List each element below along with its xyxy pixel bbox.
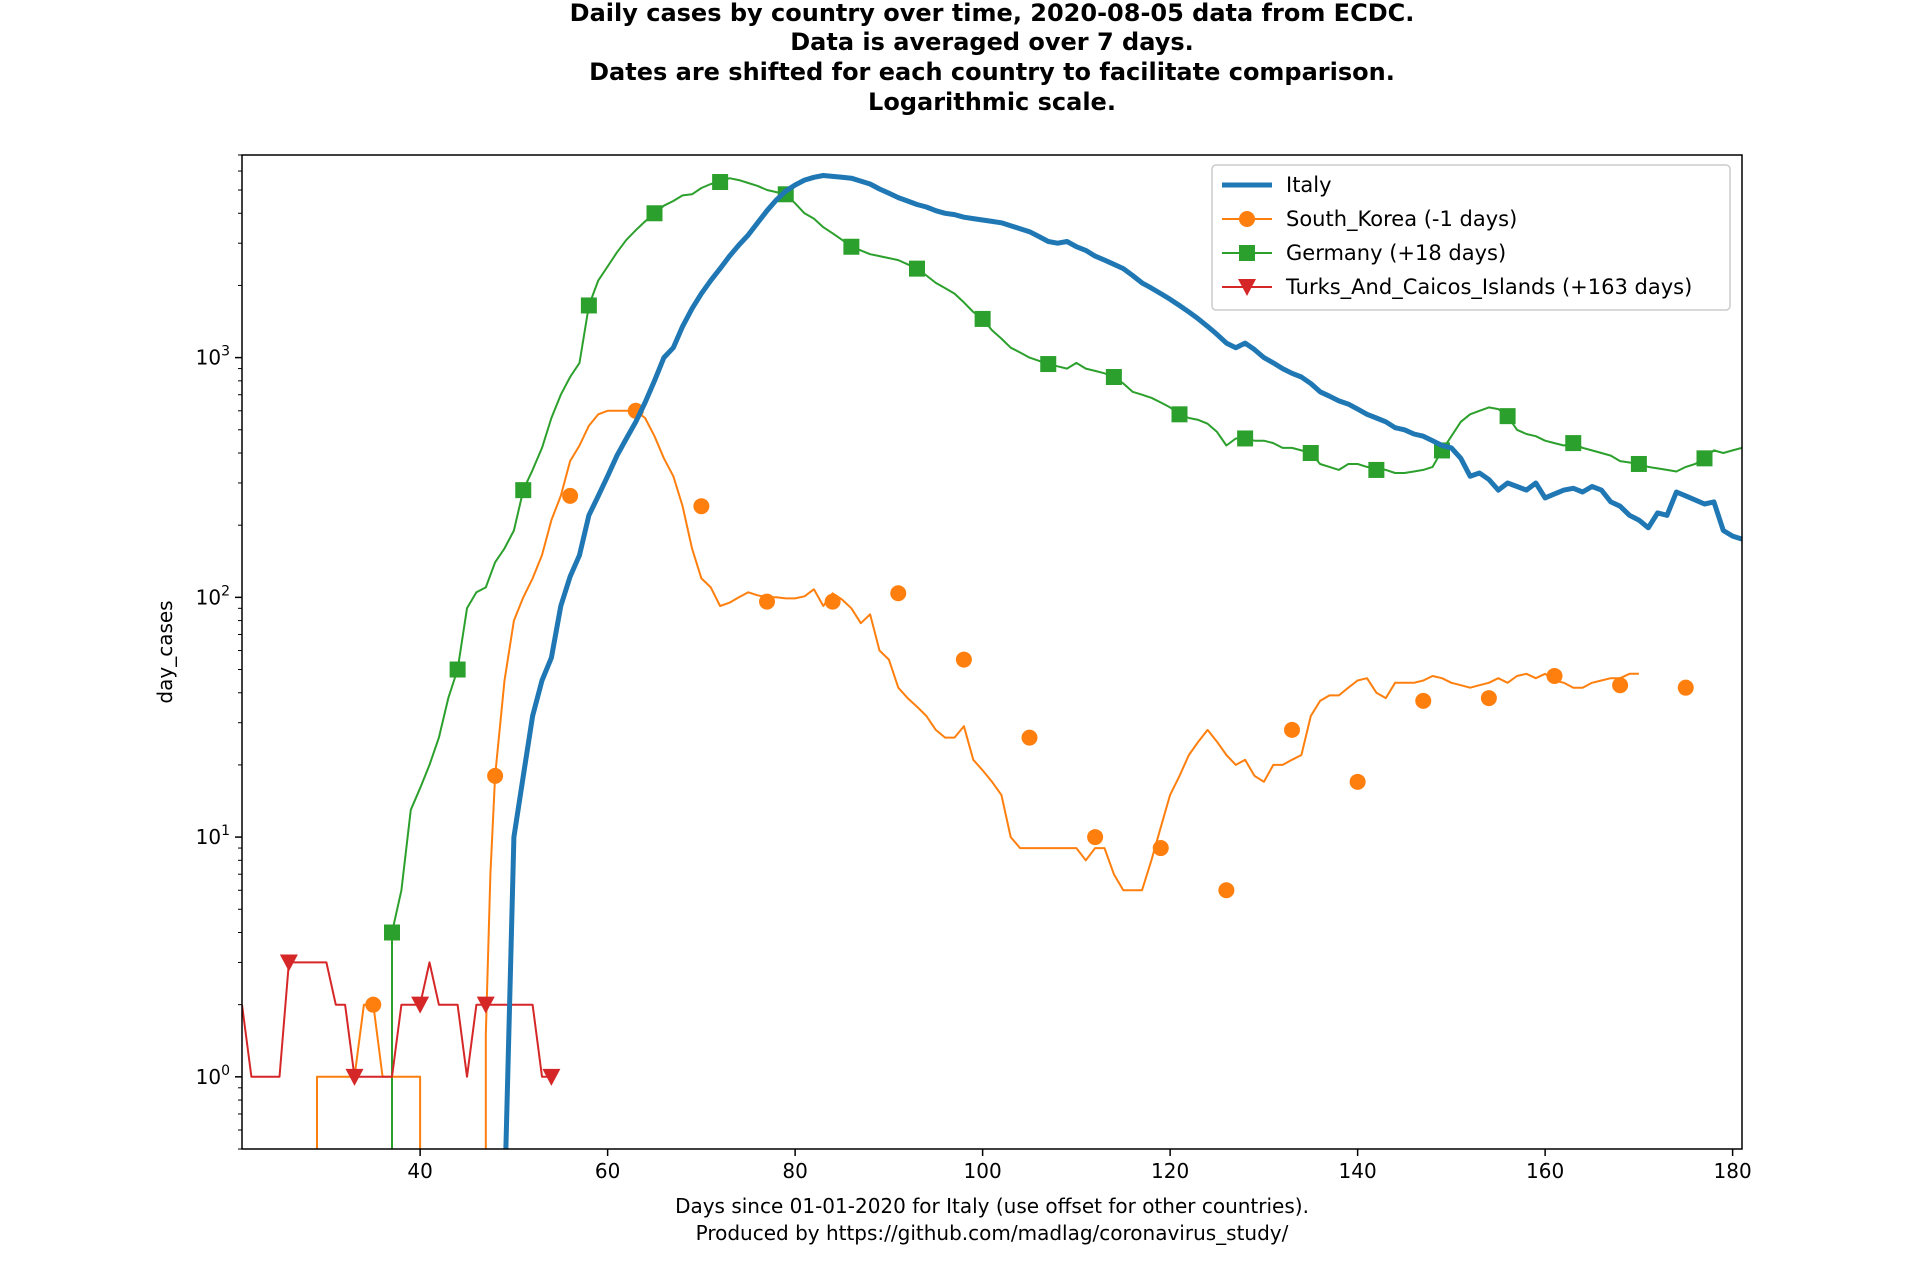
x-tick-label: 40 xyxy=(407,1159,432,1183)
series-line-2 xyxy=(316,409,1639,1149)
data-point xyxy=(1677,679,1694,696)
data-point xyxy=(1218,882,1235,899)
chart-title-line-4: Logarithmic scale. xyxy=(868,88,1116,116)
x-tick-label: 160 xyxy=(1526,1159,1564,1183)
plot-frame xyxy=(241,154,1743,1150)
data-point xyxy=(1152,840,1169,857)
y-axis-label: day_cases xyxy=(153,600,177,703)
data-point xyxy=(487,767,504,784)
chart-title-line-3: Dates are shifted for each country to fa… xyxy=(589,58,1395,86)
data-point xyxy=(365,996,382,1013)
legend-frame xyxy=(1211,164,1731,311)
series-line-3 xyxy=(391,177,1742,1149)
legend-item-3: Germany (+18 days) xyxy=(1222,241,1506,265)
data-point xyxy=(562,487,579,504)
data-point xyxy=(1105,369,1122,386)
chart-title-line-1: Daily cases by country over time, 2020-0… xyxy=(570,0,1415,27)
data-point xyxy=(1565,435,1582,452)
y-tick-label: 102 xyxy=(196,583,230,609)
data-point xyxy=(449,661,466,678)
legend-label: Turks_And_Caicos_Islands (+163 days) xyxy=(1285,275,1692,300)
legend-label: Germany (+18 days) xyxy=(1286,241,1506,265)
data-point xyxy=(1415,692,1432,709)
x-tick-label: 100 xyxy=(964,1159,1002,1183)
series-1 xyxy=(503,173,1742,1149)
x-tick-label: 80 xyxy=(782,1159,807,1183)
data-point xyxy=(476,996,495,1014)
chart-title-line-2: Data is averaged over 7 days. xyxy=(790,28,1194,56)
legend-label: South_Korea (-1 days) xyxy=(1286,207,1517,232)
data-point xyxy=(1546,667,1563,684)
data-point xyxy=(1349,773,1366,790)
series-line-4 xyxy=(242,961,552,1078)
data-point xyxy=(1040,356,1057,373)
data-point xyxy=(974,310,991,327)
legend-marker xyxy=(1238,279,1256,296)
data-point xyxy=(843,238,860,255)
data-point xyxy=(1612,677,1629,694)
data-point xyxy=(1480,690,1497,707)
data-point xyxy=(824,593,841,610)
series-3 xyxy=(384,174,1742,1149)
data-point xyxy=(411,996,430,1014)
legend-marker xyxy=(1239,245,1255,261)
data-point xyxy=(712,174,729,191)
data-point xyxy=(1368,461,1385,478)
series-layer xyxy=(242,173,1742,1149)
series-4 xyxy=(242,954,561,1086)
x-axis-label-line-1: Days since 01-01-2020 for Italy (use off… xyxy=(675,1194,1309,1218)
y-tick-label: 103 xyxy=(196,344,230,370)
data-point xyxy=(1284,721,1300,738)
data-point xyxy=(1237,430,1254,447)
series-line-1 xyxy=(503,173,1742,1149)
data-point xyxy=(1696,450,1713,467)
legend: Italy South_Korea (-1 days) Germany (+18 d… xyxy=(1211,164,1731,311)
x-tick-label: 140 xyxy=(1339,1159,1377,1183)
data-point xyxy=(1499,408,1516,425)
data-point xyxy=(542,1068,561,1086)
x-axis: 40 60 80 100 120 140 160 180 xyxy=(407,1149,1752,1183)
series-2 xyxy=(316,402,1694,1149)
data-point xyxy=(515,482,532,499)
data-point xyxy=(1302,445,1319,462)
legend-item-2: South_Korea (-1 days) xyxy=(1222,207,1517,232)
legend-marker xyxy=(1239,211,1255,227)
data-point xyxy=(890,585,907,602)
data-point xyxy=(1087,829,1104,846)
y-tick-label: 100 xyxy=(196,1063,230,1089)
legend-label: Italy xyxy=(1286,173,1332,197)
data-point xyxy=(279,954,298,972)
data-point xyxy=(1021,729,1038,746)
x-tick-label: 180 xyxy=(1714,1159,1752,1183)
data-point xyxy=(693,498,710,515)
y-axis: 100 101 102 103 xyxy=(196,154,242,1150)
data-point xyxy=(345,1068,364,1086)
data-point xyxy=(580,297,597,314)
data-point xyxy=(955,651,972,668)
data-point xyxy=(759,593,775,610)
data-point xyxy=(646,205,663,222)
x-tick-label: 60 xyxy=(595,1159,620,1183)
y-tick-label: 101 xyxy=(196,823,230,849)
x-tick-label: 120 xyxy=(1151,1159,1189,1183)
data-point xyxy=(1171,406,1188,423)
x-axis-label-line-2: Produced by https://github.com/madlag/co… xyxy=(696,1221,1289,1245)
legend-item-4: Turks_And_Caicos_Islands (+163 days) xyxy=(1222,275,1692,300)
legend-item-1: Italy xyxy=(1222,173,1332,197)
data-point xyxy=(909,260,925,277)
data-point xyxy=(1630,455,1647,472)
data-point xyxy=(384,924,400,941)
